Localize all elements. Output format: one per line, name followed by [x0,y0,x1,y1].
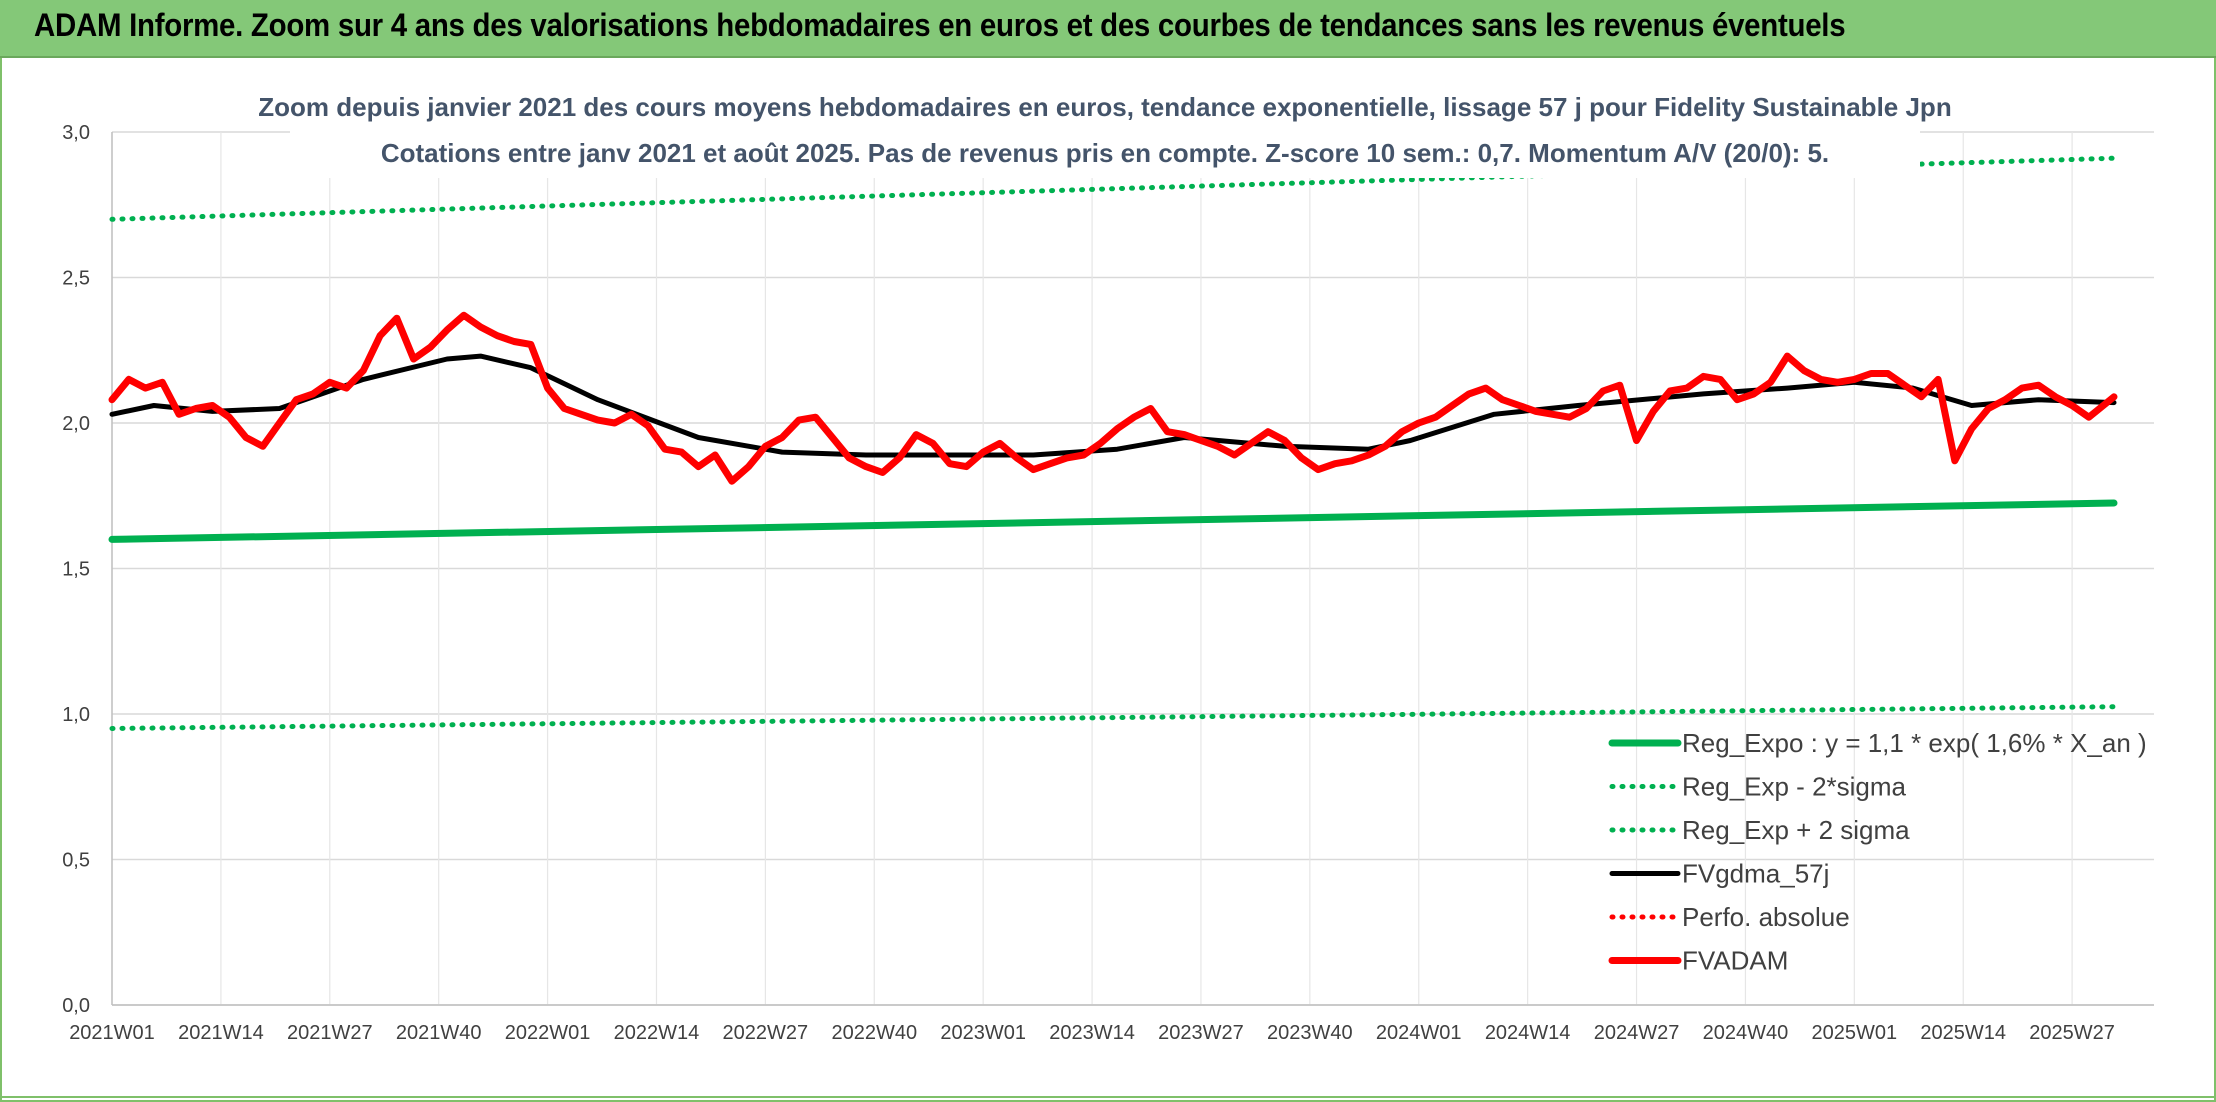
legend-label: FVADAM [1682,946,1788,976]
x-tick-label: 2023W27 [1158,1022,1244,1044]
legend-label: Reg_Exp - 2*sigma [1682,772,1907,802]
legend-label: Reg_Expo : y = 1,1 * exp( 1,6% * X_an ) [1682,728,2147,758]
legend-label: FVgdma_57j [1682,859,1829,889]
x-tick-label: 2025W14 [1920,1022,2006,1044]
x-tick-label: 2025W01 [1812,1022,1898,1044]
chart-subtitle: Cotations entre janv 2021 et août 2025. … [381,138,1829,168]
x-tick-label: 2024W01 [1376,1022,1462,1044]
bottom-border [0,1096,2216,1098]
x-tick-label: 2023W40 [1267,1022,1353,1044]
legend-label: Perfo. absolue [1682,902,1850,932]
y-tick-label: 2,0 [62,413,90,435]
x-tick-label: 2022W40 [831,1022,917,1044]
x-tick-label: 2022W01 [505,1022,591,1044]
x-tick-label: 2022W27 [723,1022,809,1044]
chart-title: Zoom depuis janvier 2021 des cours moyen… [258,92,1951,122]
header-banner: ADAM Informe. Zoom sur 4 ans des valoris… [0,0,2216,58]
x-tick-label: 2024W40 [1703,1022,1789,1044]
series-line-1 [109,704,2117,731]
y-tick-label: 2,5 [62,268,90,290]
legend: Reg_Expo : y = 1,1 * exp( 1,6% * X_an ) R… [1608,728,2147,976]
x-tick-label: 2022W14 [614,1022,700,1044]
tick-labels: 0,0 0,5 1,0 1,5 2,0 2,5 3,0 2021W01 2021W14 2021W… [62,122,2115,1044]
y-tick-label: 3,0 [62,122,90,144]
axes [111,132,2154,1006]
x-tick-label: 2021W27 [287,1022,373,1044]
series-line-0 [108,499,2118,543]
x-tick-label: 2021W40 [396,1022,482,1044]
y-tick-label: 0,0 [62,995,90,1017]
grid-lines [111,131,2154,1006]
legend-label: Reg_Exp + 2 sigma [1682,815,1910,845]
series-line-3 [109,353,2117,458]
x-tick-label: 2021W01 [69,1022,155,1044]
x-tick-label: 2023W01 [940,1022,1026,1044]
x-tick-label: 2024W27 [1594,1022,1680,1044]
y-tick-label: 0,5 [62,850,90,872]
x-tick-label: 2025W27 [2029,1022,2115,1044]
x-tick-label: 2021W14 [178,1022,264,1044]
series-lines [108,155,2118,731]
chart-titles: Zoom depuis janvier 2021 des cours moyen… [258,82,1952,178]
y-tick-label: 1,0 [62,704,90,726]
x-tick-label: 2023W14 [1049,1022,1135,1044]
y-tick-label: 1,5 [62,559,90,581]
title-background [290,82,1920,178]
series-line-5 [108,311,2118,485]
x-tick-label: 2024W14 [1485,1022,1571,1044]
banner-title: ADAM Informe. Zoom sur 4 ans des valoris… [34,7,1846,43]
